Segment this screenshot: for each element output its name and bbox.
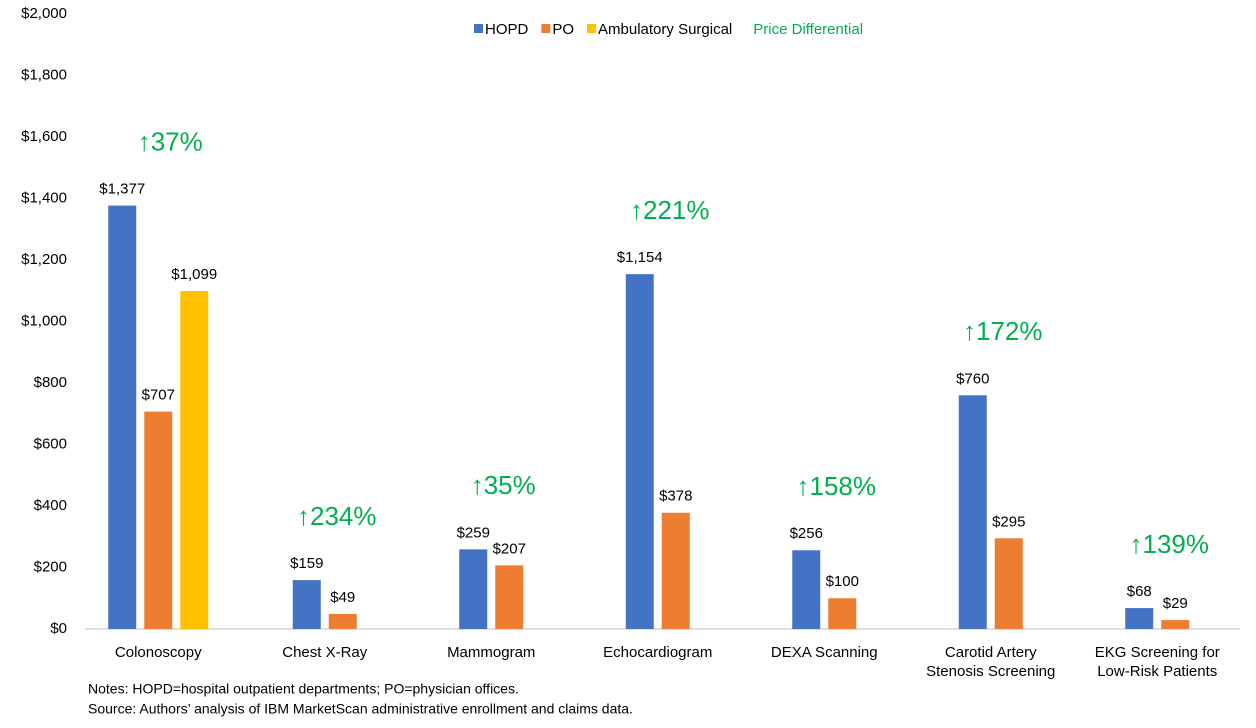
- bar: [495, 565, 524, 629]
- bar: [792, 550, 821, 629]
- y-tick-label: $800: [34, 374, 67, 391]
- legend-label: PO: [552, 21, 574, 38]
- bar: [1161, 620, 1190, 629]
- annotation: ↑234%: [297, 501, 377, 531]
- bar: [292, 580, 321, 629]
- y-tick-label: $1,000: [21, 312, 67, 329]
- annotation: ↑139%: [1130, 529, 1210, 559]
- annotation: ↑172%: [963, 316, 1043, 346]
- y-tick-label: $200: [34, 558, 67, 575]
- x-tick-label: Chest X-Ray: [282, 644, 368, 661]
- annotation: ↑221%: [630, 195, 710, 225]
- legend-swatch: [474, 24, 483, 33]
- bar: [958, 395, 987, 629]
- bar: [459, 549, 488, 629]
- y-tick-label: $1,800: [21, 66, 67, 83]
- y-tick-label: $1,400: [21, 189, 67, 206]
- legend-swatch: [541, 24, 551, 33]
- x-tick-label: DEXA Scanning: [771, 644, 878, 661]
- bar: [661, 512, 690, 629]
- y-tick-label: $600: [34, 435, 67, 452]
- value-label: $207: [493, 540, 526, 557]
- y-tick-label: $1,200: [21, 251, 67, 268]
- note: Source: Authors’ analysis of IBM MarketS…: [88, 701, 633, 717]
- value-label: $68: [1127, 583, 1152, 600]
- legend-swatch: [587, 24, 597, 33]
- x-tick-label: Echocardiogram: [603, 644, 712, 661]
- value-label: $29: [1163, 595, 1188, 612]
- bar: [994, 538, 1023, 629]
- x-tick-label: Mammogram: [447, 644, 535, 661]
- annotation: ↑37%: [138, 126, 203, 156]
- annotation: ↑158%: [797, 471, 877, 501]
- y-tick-label: $0: [50, 620, 67, 637]
- x-tick-label: EKG Screening for Low-Risk Patients: [1095, 644, 1220, 680]
- bar: [144, 411, 173, 629]
- bar: [180, 291, 209, 629]
- bar: [625, 274, 654, 629]
- bar: [1125, 608, 1154, 629]
- legend-label: Price Differential: [753, 21, 863, 38]
- y-tick-label: $2,000: [21, 5, 67, 22]
- legend-label: Ambulatory Surgical: [598, 21, 732, 38]
- value-label: $100: [826, 573, 859, 590]
- x-tick-label: Carotid Artery Stenosis Screening: [926, 644, 1055, 680]
- value-label: $256: [790, 525, 823, 542]
- bar: [828, 598, 857, 629]
- value-label: $707: [142, 387, 175, 404]
- y-tick-label: $400: [34, 497, 67, 514]
- x-tick-label: Colonoscopy: [115, 644, 202, 661]
- value-label: $49: [330, 589, 355, 606]
- annotation: ↑35%: [471, 470, 536, 500]
- value-label: $259: [457, 524, 490, 541]
- value-label: $1,099: [171, 266, 217, 283]
- value-label: $295: [992, 513, 1025, 530]
- legend-label: HOPD: [485, 21, 529, 38]
- note: Notes: HOPD=hospital outpatient departme…: [88, 681, 519, 697]
- value-label: $760: [956, 370, 989, 387]
- value-label: $378: [659, 488, 692, 505]
- y-tick-label: $1,600: [21, 128, 67, 145]
- bar: [328, 613, 357, 629]
- value-label: $159: [290, 555, 323, 572]
- value-label: $1,377: [99, 181, 145, 198]
- value-label: $1,154: [617, 249, 663, 266]
- bar: [108, 205, 137, 629]
